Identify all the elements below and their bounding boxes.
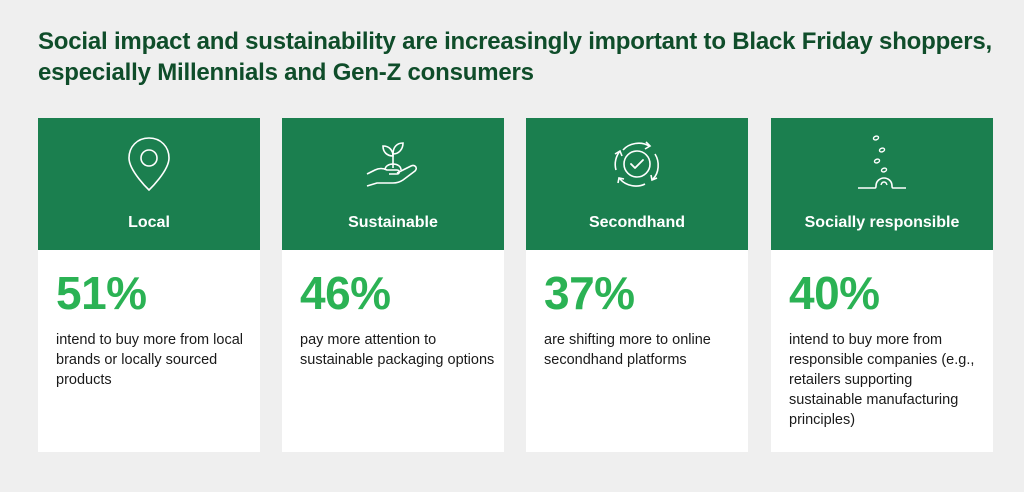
card-body: 37% are shifting more to online secondha…	[526, 250, 748, 452]
card-value: 40%	[789, 267, 880, 319]
card-local: Local 51% intend to buy more from local …	[38, 118, 260, 452]
card-description: pay more attention to sustainable packag…	[300, 332, 495, 368]
recycle-check-icon	[614, 141, 659, 187]
card-description: intend to buy more from responsible comp…	[789, 332, 975, 428]
card-value: 46%	[300, 267, 391, 319]
card-label: Socially responsible	[804, 214, 960, 231]
card-header: Secondhand	[526, 118, 748, 250]
location-pin-icon	[128, 137, 170, 192]
page-title: Social impact and sustainability are inc…	[38, 28, 992, 86]
card-label: Sustainable	[348, 214, 438, 231]
card-label: Local	[128, 214, 170, 231]
card-header: Socially responsible	[771, 118, 993, 250]
card-header: Local	[38, 118, 260, 250]
card-body: 51% intend to buy more from local brands…	[38, 250, 260, 452]
card-secondhand: Secondhand 37% are shifting more to onli…	[526, 118, 748, 452]
hand-sprout-icon	[366, 142, 418, 187]
card-socially-responsible: Socially responsible 40% intend to buy m…	[771, 118, 993, 452]
card-value: 51%	[56, 267, 147, 319]
card-description: intend to buy more from local brands or …	[56, 332, 243, 388]
card-body: 40% intend to buy more from responsible …	[771, 250, 993, 452]
card-description: are shifting more to online secondhand p…	[544, 332, 711, 368]
card-header: Sustainable	[282, 118, 504, 250]
seeds-growth-icon	[858, 135, 906, 189]
card-label: Secondhand	[588, 214, 685, 231]
card-value: 37%	[544, 267, 635, 319]
card-sustainable: Sustainable 46% pay more attention to su…	[282, 118, 504, 452]
card-body: 46% pay more attention to sustainable pa…	[282, 250, 504, 452]
